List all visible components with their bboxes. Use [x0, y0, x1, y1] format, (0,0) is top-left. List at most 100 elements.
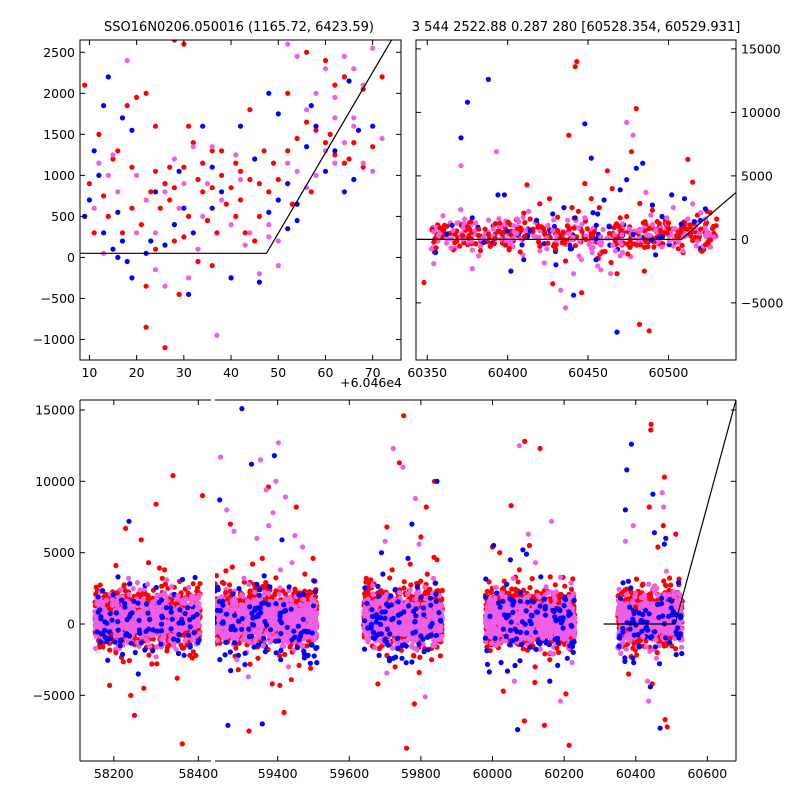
data-point: [128, 692, 134, 699]
data-point: [614, 329, 620, 335]
data-point: [98, 631, 104, 637]
data-point: [134, 94, 140, 100]
data-point: [187, 652, 193, 659]
data-point: [524, 182, 530, 188]
data-point: [176, 291, 182, 297]
data-point: [96, 131, 102, 137]
data-point: [681, 196, 688, 202]
data-point: [638, 242, 644, 248]
data-point: [487, 243, 493, 249]
data-point: [105, 657, 111, 663]
data-point: [327, 131, 333, 137]
data-point: [612, 231, 618, 238]
data-point: [267, 627, 274, 633]
data-point: [477, 248, 484, 254]
data-point: [94, 629, 100, 635]
data-point: [145, 560, 152, 566]
data-point: [275, 197, 281, 203]
data-point: [469, 215, 475, 221]
data-point: [140, 618, 146, 624]
data-point: [186, 584, 192, 591]
y-tick-label: 2000: [43, 86, 75, 101]
data-point: [304, 49, 310, 55]
data-point: [662, 230, 668, 236]
data-point: [508, 240, 514, 246]
data-point: [673, 233, 680, 239]
data-point: [215, 607, 220, 613]
data-point: [134, 172, 140, 178]
data-point: [502, 242, 509, 248]
data-point: [450, 227, 456, 234]
data-point: [244, 598, 251, 604]
data-point: [125, 621, 131, 628]
data-point: [294, 53, 300, 60]
data-point: [294, 135, 300, 142]
data-point: [171, 156, 177, 162]
data-point: [699, 248, 705, 254]
data-point: [145, 581, 151, 587]
data-point: [257, 587, 263, 593]
data-point: [703, 232, 709, 238]
data-point: [571, 271, 577, 277]
data-point: [186, 213, 192, 219]
data-point: [454, 238, 460, 244]
data-point: [118, 637, 124, 643]
data-point: [101, 193, 107, 199]
data-point: [285, 664, 291, 670]
data-point: [266, 189, 272, 195]
data-point: [565, 217, 571, 223]
data-point: [473, 241, 479, 247]
data-point: [143, 601, 150, 607]
data-point: [284, 624, 290, 630]
data-point: [223, 201, 229, 207]
data-point: [408, 582, 414, 588]
data-point: [214, 230, 220, 236]
data-point: [444, 231, 450, 237]
data-point: [322, 140, 329, 146]
data-point: [256, 213, 262, 219]
data-point: [308, 103, 314, 109]
data-point: [115, 619, 121, 625]
data-point: [181, 181, 187, 187]
data-point: [209, 144, 215, 150]
data-point: [118, 607, 124, 613]
data-point: [105, 213, 111, 219]
data-point: [641, 268, 647, 274]
data-point: [254, 634, 260, 640]
data-point: [237, 197, 244, 203]
data-point: [696, 230, 703, 237]
data-point: [288, 606, 294, 612]
data-point: [541, 260, 547, 266]
data-point: [196, 622, 202, 629]
data-point: [243, 619, 250, 625]
data-point: [242, 242, 248, 248]
data-point: [152, 246, 159, 252]
data-point: [162, 189, 168, 195]
model-line: [80, 40, 393, 254]
data-point: [209, 164, 215, 170]
data-point: [238, 592, 245, 598]
data-point: [174, 675, 180, 681]
data-point: [305, 623, 311, 629]
data-point: [273, 478, 279, 484]
data-point: [186, 123, 192, 129]
data-point: [496, 224, 502, 230]
data-point: [237, 176, 244, 183]
data-point: [492, 235, 498, 242]
data-point: [401, 579, 407, 585]
data-point: [454, 220, 460, 226]
data-point: [437, 653, 443, 659]
data-point: [546, 196, 553, 202]
data-point: [671, 226, 677, 232]
data-point: [152, 123, 159, 129]
data-point: [302, 571, 308, 577]
data-point: [252, 238, 258, 244]
data-point: [145, 610, 151, 616]
data-point: [147, 616, 153, 623]
data-point: [164, 577, 170, 583]
data-point: [617, 253, 623, 259]
data-point: [633, 165, 639, 171]
data-point: [171, 222, 177, 228]
data-point: [285, 90, 291, 96]
data-point: [636, 321, 643, 327]
